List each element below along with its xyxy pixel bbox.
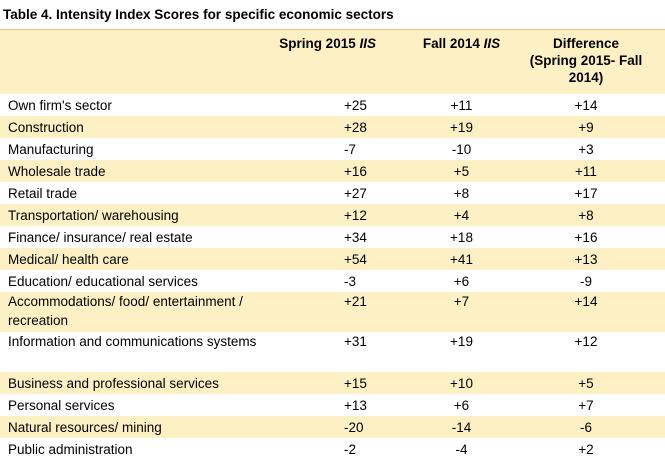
table-row: Business and professional services +15 +10… xyxy=(0,372,665,394)
header-spring-iis: IIS xyxy=(359,36,376,51)
difference-cell: +8 xyxy=(507,204,665,226)
fall-cell: +19 xyxy=(416,116,507,138)
difference-cell: +17 xyxy=(574,186,598,201)
table-row: Public administration -2 -4 +2 xyxy=(0,438,665,460)
difference-cell: +12 xyxy=(574,334,598,349)
spring-cell: +15 xyxy=(274,372,416,394)
sector-cell: Own firm's sector xyxy=(8,98,112,113)
intensity-table: Spring 2015 IIS Fall 2014 IIS Difference… xyxy=(0,30,665,460)
fall-cell: +6 xyxy=(453,398,470,413)
difference-cell: +14 xyxy=(574,98,598,113)
table-row: Finance/ insurance/ real estate +34 +18 +16 xyxy=(0,226,665,248)
spring-cell: +28 xyxy=(274,116,416,138)
spring-cell: -7 xyxy=(344,142,357,157)
sector-cell: Public administration xyxy=(8,442,133,457)
table-row: Manufacturing -7 -10 +3 xyxy=(0,138,665,160)
sector-cell: Transportation/ warehousing xyxy=(0,204,274,226)
fall-cell: +18 xyxy=(450,230,473,245)
table-row: Wholesale trade +16 +5 +11 xyxy=(0,160,665,182)
spring-cell: +16 xyxy=(274,160,416,182)
header-difference: Difference (Spring 2015- Fall 2014) xyxy=(507,30,665,86)
header-fall-text: Fall 2014 xyxy=(422,36,484,51)
difference-cell: +7 xyxy=(578,398,594,413)
fall-cell: +8 xyxy=(453,186,470,201)
spring-cell: +31 xyxy=(344,334,367,349)
difference-cell: -6 xyxy=(507,416,665,438)
fall-cell: +19 xyxy=(450,334,473,349)
spacer-row xyxy=(0,86,665,94)
spring-cell: +12 xyxy=(274,204,416,226)
table-row: Personal services +13 +6 +7 xyxy=(0,394,665,416)
header-fall: Fall 2014 IIS xyxy=(416,30,507,86)
sector-cell: Natural resources/ mining xyxy=(0,416,274,438)
fall-cell: +41 xyxy=(416,248,507,270)
fall-cell: +10 xyxy=(416,372,507,394)
sector-cell: Finance/ insurance/ real estate xyxy=(8,230,193,245)
sector-cell: Retail trade xyxy=(8,186,78,201)
table-row: Education/ educational services -3 +6 -9 xyxy=(0,270,665,292)
header-diff-line2: (Spring 2015- Fall 2014) xyxy=(529,53,643,85)
table-row: Natural resources/ mining -20 -14 -6 xyxy=(0,416,665,438)
spring-cell: +25 xyxy=(344,98,367,113)
table-row: Construction +28 +19 +9 xyxy=(0,116,665,138)
table-row: Accommodations/ food/ entertainment / re… xyxy=(0,292,665,332)
sector-cell: Education/ educational services xyxy=(8,274,198,289)
sector-cell: Manufacturing xyxy=(8,142,94,157)
spring-cell: +21 xyxy=(274,292,416,332)
table-row: Retail trade +27 +8 +17 xyxy=(0,182,665,204)
fall-cell: -10 xyxy=(451,142,472,157)
difference-cell: +9 xyxy=(507,116,665,138)
sector-cell: Wholesale trade xyxy=(0,160,274,182)
table-row: Information and communications systems +3… xyxy=(0,332,665,372)
sector-cell: Medical/ health care xyxy=(0,248,274,270)
spring-cell: +54 xyxy=(274,248,416,270)
difference-cell: +16 xyxy=(574,230,598,245)
header-spring-text: Spring 2015 xyxy=(279,36,360,51)
header-fall-iis: IIS xyxy=(483,36,501,51)
difference-cell: +5 xyxy=(507,372,665,394)
spring-cell: -2 xyxy=(344,442,357,457)
spring-cell: +27 xyxy=(344,186,367,201)
spring-cell: -20 xyxy=(274,416,416,438)
table-row: Own firm's sector +25 +11 +14 xyxy=(0,94,665,116)
sector-cell: Information and communications systems xyxy=(8,334,257,349)
difference-cell: -9 xyxy=(579,274,592,289)
table-row: Medical/ health care +54 +41 +13 xyxy=(0,248,665,270)
fall-cell: +6 xyxy=(453,274,470,289)
sector-cell: Construction xyxy=(0,116,274,138)
header-sector xyxy=(0,30,274,86)
fall-cell: -14 xyxy=(416,416,507,438)
table-body: Own firm's sector +25 +11 +14 Construction +2… xyxy=(0,86,665,460)
fall-cell: +4 xyxy=(416,204,507,226)
spring-cell: +13 xyxy=(344,398,367,413)
difference-cell: +14 xyxy=(507,292,665,332)
sector-cell: Personal services xyxy=(8,398,115,413)
table-row: Transportation/ warehousing +12 +4 +8 xyxy=(0,204,665,226)
fall-cell: +5 xyxy=(416,160,507,182)
table-title: Table 4. Intensity Index Scores for spec… xyxy=(0,0,665,30)
header-row: Spring 2015 IIS Fall 2014 IIS Difference… xyxy=(0,30,665,86)
fall-cell: -4 xyxy=(455,442,468,457)
difference-cell: +13 xyxy=(507,248,665,270)
sector-cell: Accommodations/ food/ entertainment / re… xyxy=(0,292,274,332)
spring-cell: +34 xyxy=(344,230,367,245)
difference-cell: +3 xyxy=(578,142,594,157)
difference-cell: +2 xyxy=(578,442,594,457)
sector-cell: Business and professional services xyxy=(0,372,274,394)
difference-cell: +11 xyxy=(507,160,665,182)
fall-cell: +7 xyxy=(416,292,507,332)
header-diff-line1: Difference xyxy=(552,36,620,51)
header-spring: Spring 2015 IIS xyxy=(274,30,416,86)
spring-cell: -3 xyxy=(344,274,357,289)
fall-cell: +11 xyxy=(450,98,473,113)
